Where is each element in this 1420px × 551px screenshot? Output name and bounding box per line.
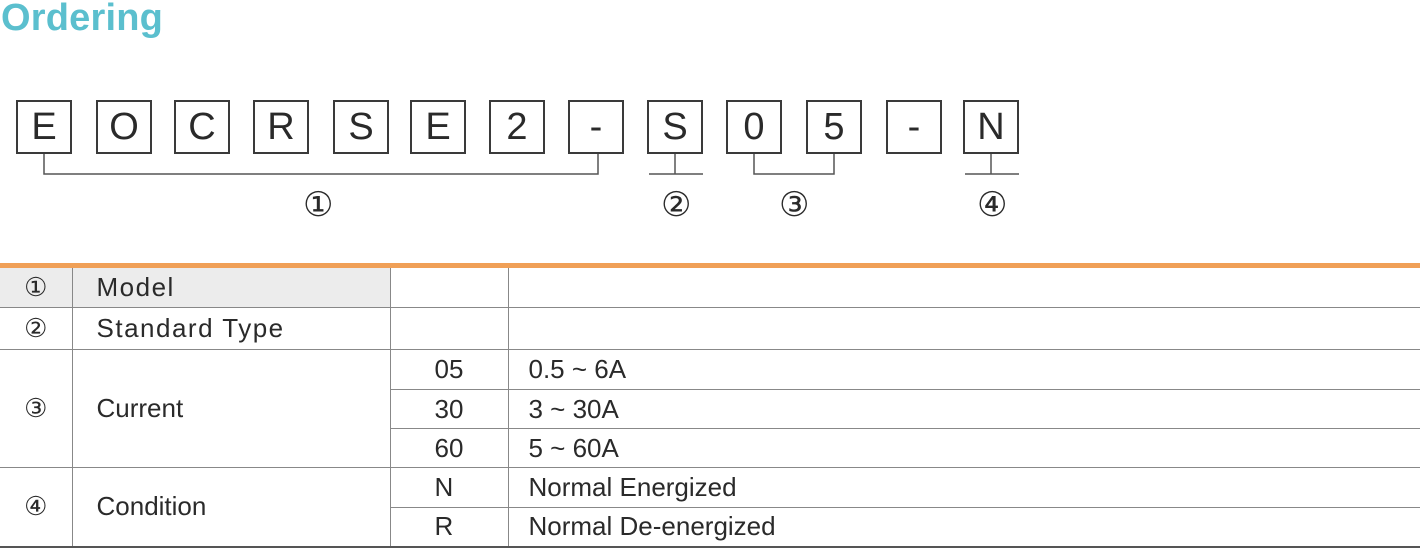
row-number: ① — [0, 263, 73, 308]
row-description: 3 ~ 30A — [508, 389, 1420, 429]
marker-model: ① — [303, 186, 334, 224]
marker-standard-type: ② — [661, 186, 692, 224]
code-char-box: - — [886, 100, 942, 154]
row-code — [390, 307, 509, 350]
table-row: ① Model — [0, 263, 1420, 308]
marker-current: ③ — [779, 186, 810, 224]
row-number: ③ — [0, 349, 73, 468]
bracket-current — [753, 154, 835, 175]
row-number: ② — [0, 307, 73, 350]
code-char-box: C — [174, 100, 230, 154]
row-description: Normal Energized — [508, 467, 1420, 508]
row-code: R — [390, 507, 509, 548]
code-char-box: 2 — [489, 100, 545, 154]
row-description — [508, 263, 1420, 308]
table-row: ② Standard Type — [0, 307, 1420, 350]
code-group-brackets — [43, 154, 1019, 175]
code-char-box: O — [96, 100, 152, 154]
row-code — [390, 263, 509, 308]
code-char-box: N — [963, 100, 1019, 154]
code-char-box: E — [410, 100, 466, 154]
code-char-box: S — [333, 100, 389, 154]
ordering-table: ① Model ② Standard Type ③ Current 05 0.5… — [0, 263, 1420, 548]
page-title: Ordering — [1, 0, 164, 39]
row-label: Model — [72, 263, 391, 308]
row-description: 5 ~ 60A — [508, 428, 1420, 468]
row-description: Normal De-energized — [508, 507, 1420, 548]
row-label: Current — [72, 349, 391, 468]
row-label: Standard Type — [72, 307, 391, 350]
row-code: 05 — [390, 349, 509, 390]
table-row: 60 5 ~ 60A — [0, 428, 1420, 468]
code-char-box: E — [16, 100, 72, 154]
row-code: N — [390, 467, 509, 508]
code-char-box: - — [568, 100, 624, 154]
row-number: ④ — [0, 467, 73, 548]
table-row: ③ Current 05 0.5 ~ 6A — [0, 349, 1420, 468]
table-row: ④ Condition N Normal Energized — [0, 467, 1420, 548]
marker-condition: ④ — [977, 186, 1008, 224]
row-code: 30 — [390, 389, 509, 429]
row-label: Condition — [72, 467, 391, 548]
row-code: 60 — [390, 428, 509, 468]
bracket-model — [43, 154, 599, 175]
code-char-box: 5 — [806, 100, 862, 154]
row-description: 0.5 ~ 6A — [508, 349, 1420, 390]
code-char-box: R — [253, 100, 309, 154]
table-row: 30 3 ~ 30A — [0, 389, 1420, 429]
code-char-box: 0 — [726, 100, 782, 154]
table-row: R Normal De-energized — [0, 507, 1420, 548]
row-description — [508, 307, 1420, 350]
code-char-box: S — [647, 100, 703, 154]
